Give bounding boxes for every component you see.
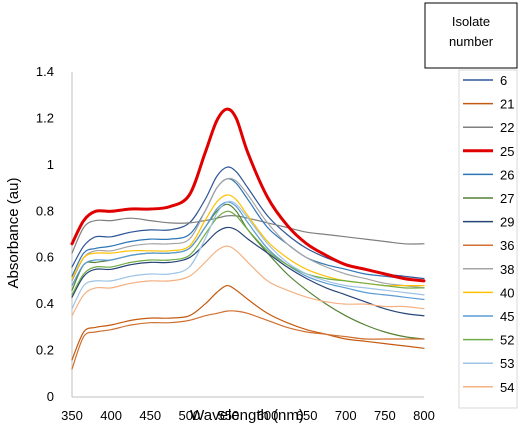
- y-tick-label: 0: [47, 389, 54, 404]
- x-tick-label: 550: [218, 408, 240, 423]
- series-line-29: [71, 226, 425, 317]
- series-line-53: [71, 200, 425, 310]
- y-tick-label: 0.8: [36, 203, 54, 218]
- legend-label-53: 53: [500, 356, 514, 371]
- x-tick-label: 450: [139, 408, 161, 423]
- legend-title-line-2: number: [449, 34, 494, 49]
- legend-label-45: 45: [500, 309, 514, 324]
- x-tick-labels: 350 400 450 500 550 600 650 700 750 800: [61, 408, 435, 423]
- x-tick-label: 350: [61, 408, 83, 423]
- legend-label-26: 26: [500, 167, 514, 182]
- x-tick-label: 650: [296, 408, 318, 423]
- legend-items: 6 21 22 25 26 27 29 36 38 40 45 52 53 54: [463, 73, 514, 395]
- y-tick-label: 1.2: [36, 110, 54, 125]
- legend-label-21: 21: [500, 97, 514, 112]
- legend-box: [458, 69, 518, 409]
- series-line-26: [71, 178, 425, 282]
- legend-label-25: 25: [500, 144, 514, 159]
- x-tick-label: 700: [335, 408, 357, 423]
- x-tick-label: 600: [257, 408, 279, 423]
- x-tick-label: 800: [413, 408, 435, 423]
- series-line-36: [71, 310, 425, 370]
- legend-label-52: 52: [500, 333, 514, 348]
- series-line-25: [70, 107, 426, 283]
- y-tick-label: 0.2: [36, 343, 54, 358]
- legend-title-box: [424, 2, 518, 69]
- y-tick-label: 0.4: [36, 296, 54, 311]
- legend-label-6: 6: [500, 73, 507, 88]
- series-line-22: [71, 215, 425, 254]
- y-axis-title: Absorbance (au): [5, 178, 22, 289]
- series-line-52: [71, 210, 425, 296]
- legend-label-54: 54: [500, 380, 514, 395]
- axes: [71, 72, 424, 398]
- legend-title-line-1: Isolate: [452, 14, 490, 29]
- legend-label-38: 38: [500, 262, 514, 277]
- legend-label-27: 27: [500, 191, 514, 206]
- series-line-38: [71, 177, 425, 289]
- x-tick-label: 500: [178, 408, 200, 423]
- y-tick-label: 1.4: [36, 64, 54, 79]
- y-tick-labels: 0 0.2 0.4 0.6 0.8 1 1.2 1.4: [36, 64, 54, 404]
- legend: Isolate number 6 21 22 25 26 27 29 36 38 40 45 52 53…: [424, 2, 518, 409]
- series-lines: [70, 107, 426, 370]
- legend-label-22: 22: [500, 120, 514, 135]
- legend-label-36: 36: [500, 238, 514, 253]
- x-axis-title: Wavelength (nm): [190, 407, 304, 424]
- x-tick-label: 400: [100, 408, 122, 423]
- series-line-45: [71, 201, 425, 301]
- y-tick-label: 0.6: [36, 250, 54, 265]
- series-line-21: [71, 284, 425, 361]
- legend-label-29: 29: [500, 215, 514, 230]
- series-line-54: [71, 245, 425, 317]
- legend-label-40: 40: [500, 285, 514, 300]
- y-tick-label: 1: [47, 157, 54, 172]
- x-tick-label: 750: [374, 408, 396, 423]
